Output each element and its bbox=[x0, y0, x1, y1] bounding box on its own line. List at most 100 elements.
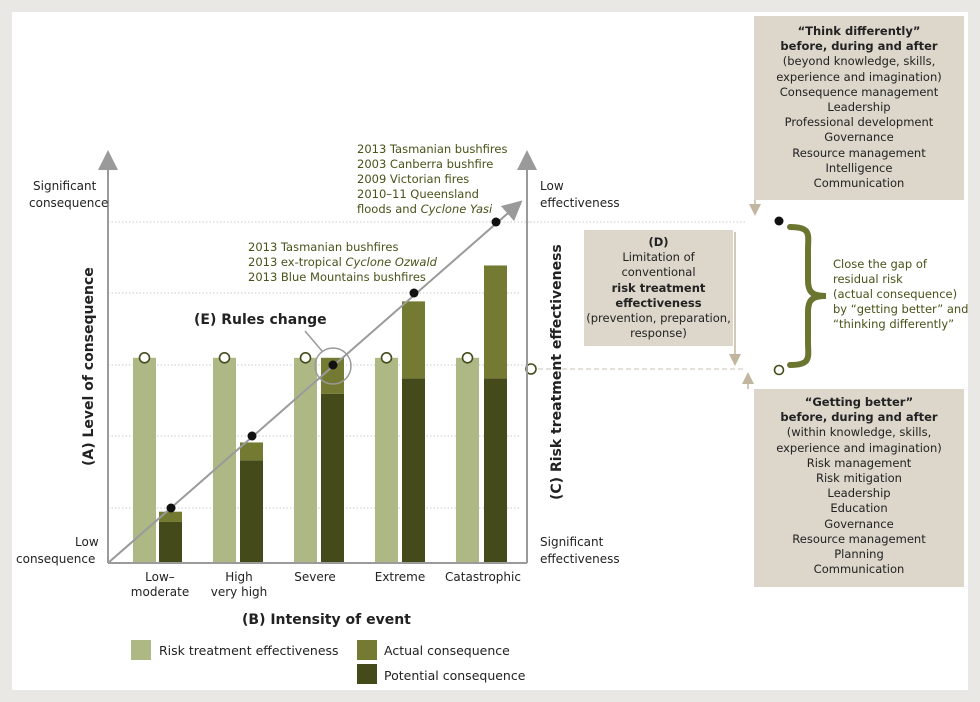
gap-line: residual risk bbox=[833, 272, 903, 286]
think-line: experience and imagination) bbox=[776, 69, 942, 84]
axis-b-title: (B) Intensity of event bbox=[242, 612, 411, 628]
think-item: Leadership bbox=[827, 100, 891, 115]
better-item: Planning bbox=[834, 547, 884, 562]
axis-a-title: (A) Level of consequence bbox=[81, 267, 97, 466]
think-item: Resource management bbox=[792, 145, 926, 160]
category-label-line: Severe bbox=[294, 570, 336, 584]
legend-swatch-rte bbox=[131, 640, 151, 660]
event-line: 2013 Blue Mountains bushfires bbox=[248, 270, 426, 284]
rules-change-label: (E) Rules change bbox=[194, 312, 327, 328]
legend-label-rte: Risk treatment effectiveness bbox=[159, 643, 339, 658]
gap-line: “thinking differently” bbox=[833, 317, 955, 331]
event-line: 2010–11 Queensland bbox=[357, 187, 479, 201]
bar-risk-treatment bbox=[294, 357, 317, 563]
events-mid: 2013 Tasmanian bushfires 2013 ex-tropica… bbox=[248, 240, 437, 285]
better-item: Risk mitigation bbox=[816, 471, 902, 486]
think-item: Intelligence bbox=[825, 160, 893, 175]
category-label-line: Extreme bbox=[374, 570, 426, 584]
label-low-effectiveness-2: effectiveness bbox=[540, 196, 620, 210]
think-item: Consequence management bbox=[779, 84, 939, 99]
event-name-italic: Cyclone Ozwald bbox=[345, 255, 437, 269]
better-item: Leadership bbox=[827, 486, 891, 501]
box-d-line: risk treatment bbox=[611, 280, 706, 295]
box-d-limitation: (D) Limitation of conventional risk trea… bbox=[584, 230, 733, 346]
label-significant-effectiveness-2: effectiveness bbox=[540, 552, 620, 566]
legend-label-potential: Potential consequence bbox=[384, 668, 526, 683]
category-label-line: very high bbox=[210, 585, 268, 599]
bar-risk-treatment bbox=[133, 357, 156, 563]
box-d-line: effectiveness bbox=[615, 295, 702, 310]
category-label-catastrophic: Catastrophic bbox=[438, 570, 528, 585]
label-low-consequence-2: consequence bbox=[16, 552, 96, 566]
gap-top-point bbox=[774, 216, 784, 226]
gap-bottom-point bbox=[773, 364, 785, 376]
events-top: 2013 Tasmanian bushfires 2003 Canberra b… bbox=[357, 142, 507, 217]
think-title: “Think differently” bbox=[797, 24, 921, 38]
think-item: Communication bbox=[813, 176, 905, 191]
bar-potential-consequence bbox=[321, 393, 344, 563]
event-text: 2013 ex-tropical bbox=[248, 255, 346, 269]
think-subtitle: before, during and after bbox=[780, 39, 938, 54]
consequence-point bbox=[247, 431, 257, 441]
better-line: experience and imagination) bbox=[776, 440, 942, 455]
box-d-line: response) bbox=[630, 326, 687, 341]
rte-marker bbox=[299, 351, 312, 364]
legend-label-actual: Actual consequence bbox=[384, 643, 510, 658]
bar-potential-consequence bbox=[159, 521, 182, 563]
think-item: Governance bbox=[824, 130, 894, 145]
bar-actual-consequence bbox=[402, 301, 425, 379]
category-label-severe: Severe bbox=[285, 570, 345, 585]
label-low-consequence-1: Low bbox=[75, 535, 99, 549]
gap-line: by “getting better” and bbox=[833, 302, 969, 316]
category-label-line: Low– bbox=[145, 570, 175, 584]
consequence-point bbox=[166, 503, 176, 513]
better-item: Communication bbox=[813, 562, 905, 577]
label-significant-effectiveness-1: Significant bbox=[540, 535, 604, 549]
bar-potential-consequence bbox=[240, 460, 263, 563]
bar-potential-consequence bbox=[484, 378, 507, 563]
category-label-low-moderate: Low– moderate bbox=[130, 570, 190, 600]
rte-marker bbox=[461, 351, 474, 364]
box-d-line: Limitation of bbox=[622, 250, 695, 265]
better-subtitle: before, during and after bbox=[780, 410, 938, 425]
event-line: 2013 Tasmanian bushfires bbox=[248, 240, 399, 254]
getting-better-box: “Getting better” before, during and afte… bbox=[754, 389, 964, 587]
event-text: floods and bbox=[357, 202, 421, 216]
bar-actual-consequence bbox=[240, 442, 263, 461]
better-title: “Getting better” bbox=[804, 395, 914, 409]
bar-risk-treatment bbox=[375, 357, 398, 563]
legend-swatch-potential bbox=[357, 664, 377, 684]
category-label-line: moderate bbox=[130, 585, 190, 599]
category-label-line: High bbox=[225, 570, 253, 584]
bar-risk-treatment bbox=[456, 357, 479, 563]
axis-c-title: (C) Risk treatment effectiveness bbox=[549, 244, 565, 500]
bar-actual-consequence bbox=[159, 511, 182, 522]
bar-potential-consequence bbox=[402, 378, 425, 563]
better-item: Risk management bbox=[806, 455, 912, 470]
think-line: (beyond knowledge, skills, bbox=[782, 54, 936, 69]
label-significant-consequence-2: consequence bbox=[29, 196, 109, 210]
think-item: Professional development bbox=[784, 115, 934, 130]
box-d-title: (D) bbox=[648, 235, 669, 249]
category-label-extreme: Extreme bbox=[368, 570, 432, 585]
event-line: 2003 Canberra bushfire bbox=[357, 157, 494, 171]
event-line: 2009 Victorian fires bbox=[357, 172, 470, 186]
consequence-point bbox=[328, 360, 338, 370]
better-item: Resource management bbox=[792, 531, 926, 546]
close-gap-text: Close the gap of residual risk (actual c… bbox=[833, 257, 968, 332]
gap-brace bbox=[787, 224, 827, 368]
gap-line: Close the gap of bbox=[833, 257, 927, 271]
category-label-line: Catastrophic bbox=[445, 570, 521, 584]
box-d-line: (prevention, preparation, bbox=[586, 311, 731, 326]
box-d-line: conventional bbox=[621, 265, 696, 280]
event-line: floods and Cyclone Yasi bbox=[357, 202, 507, 217]
better-item: Governance bbox=[824, 516, 894, 531]
label-significant-consequence-1: Significant bbox=[33, 179, 97, 193]
better-item: Education bbox=[830, 501, 888, 516]
better-line: (within knowledge, skills, bbox=[786, 425, 932, 440]
think-differently-box: “Think differently” before, during and a… bbox=[754, 16, 964, 200]
rte-marker bbox=[380, 351, 393, 364]
trend-arrow bbox=[107, 200, 523, 564]
category-label-high: High very high bbox=[200, 570, 278, 600]
